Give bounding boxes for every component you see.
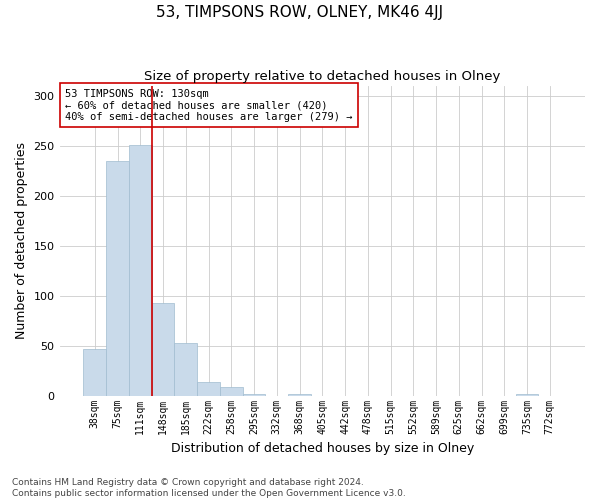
Bar bbox=[242, 394, 265, 396]
Bar bbox=[288, 394, 311, 396]
Y-axis label: Number of detached properties: Number of detached properties bbox=[15, 142, 28, 339]
Title: Size of property relative to detached houses in Olney: Size of property relative to detached ho… bbox=[144, 70, 500, 83]
Text: 53, TIMPSONS ROW, OLNEY, MK46 4JJ: 53, TIMPSONS ROW, OLNEY, MK46 4JJ bbox=[157, 5, 443, 20]
Text: 53 TIMPSONS ROW: 130sqm
← 60% of detached houses are smaller (420)
40% of semi-d: 53 TIMPSONS ROW: 130sqm ← 60% of detache… bbox=[65, 88, 352, 122]
Text: Contains HM Land Registry data © Crown copyright and database right 2024.
Contai: Contains HM Land Registry data © Crown c… bbox=[12, 478, 406, 498]
Bar bbox=[129, 144, 152, 396]
Bar bbox=[152, 302, 175, 396]
Bar bbox=[515, 394, 538, 396]
X-axis label: Distribution of detached houses by size in Olney: Distribution of detached houses by size … bbox=[170, 442, 474, 455]
Bar bbox=[175, 342, 197, 396]
Bar bbox=[83, 348, 106, 396]
Bar bbox=[197, 382, 220, 396]
Bar bbox=[220, 386, 242, 396]
Bar bbox=[106, 160, 129, 396]
